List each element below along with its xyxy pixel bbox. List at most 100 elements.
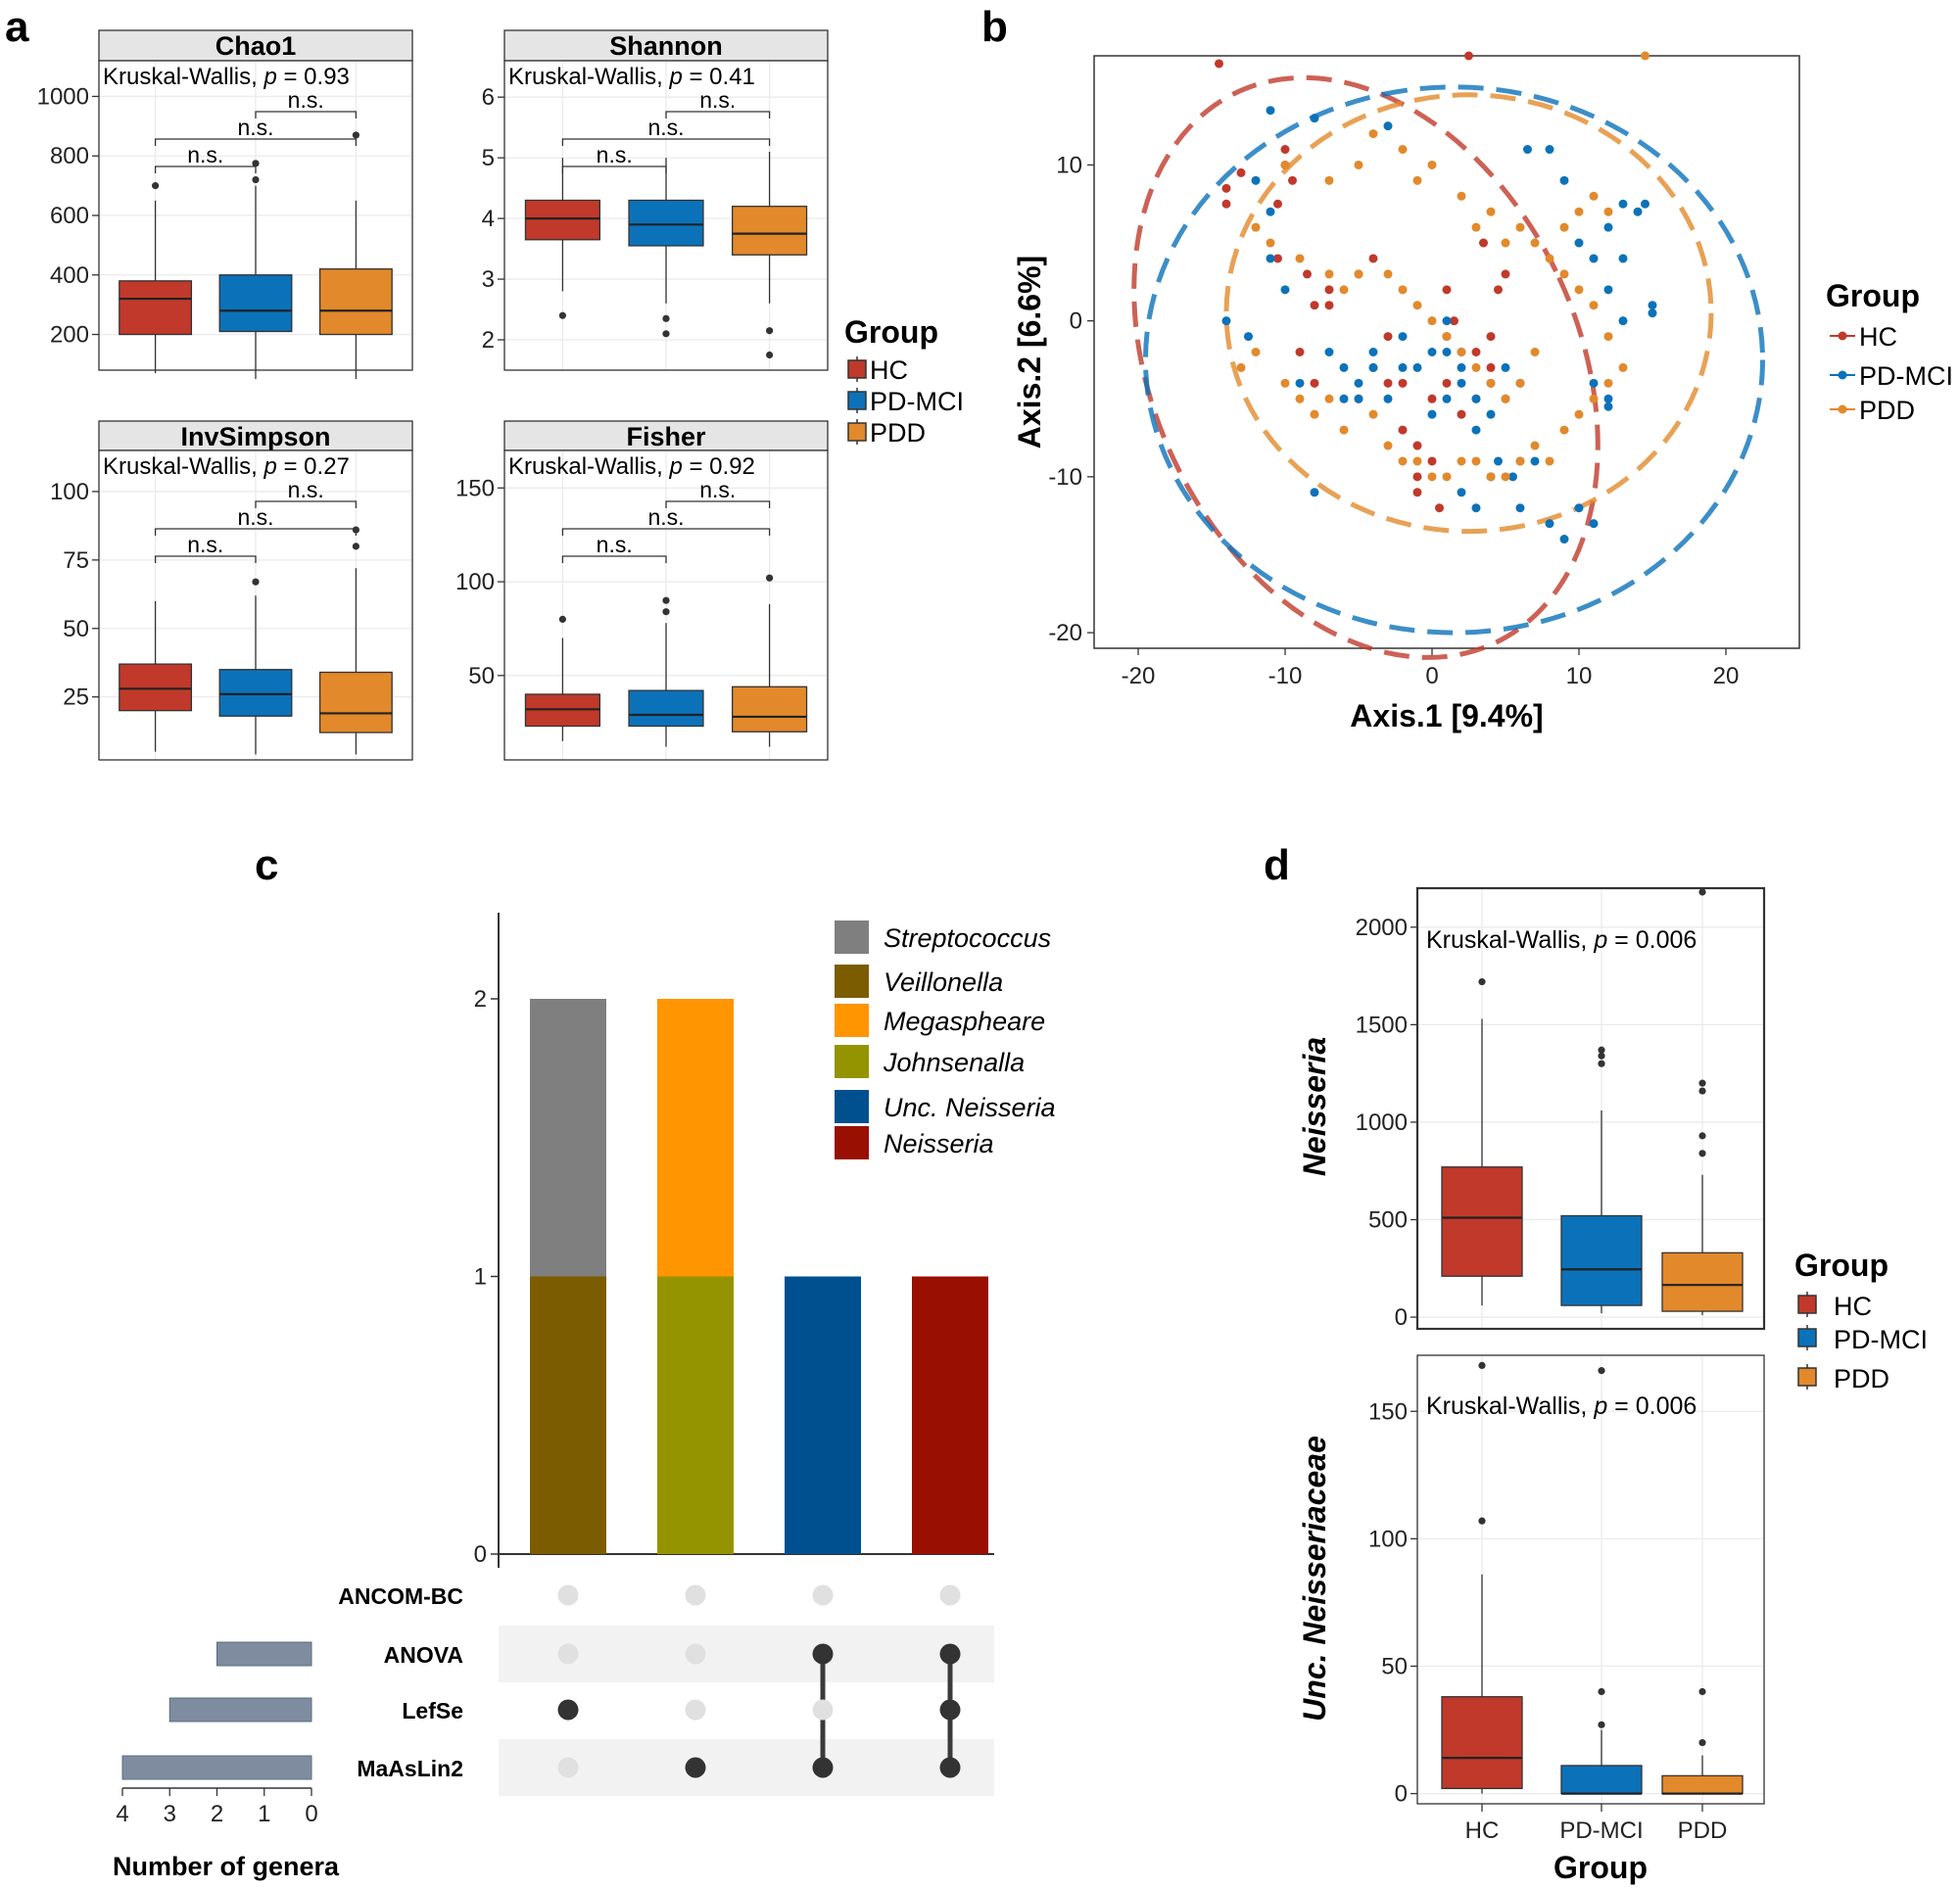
pcoa-point-pd-mci-44 (1603, 394, 1613, 403)
set-size-tick-label-4: 0 (305, 1801, 317, 1827)
facet-fisher-ytick-label-0: 50 (468, 663, 495, 689)
pcoa-point-hc-13 (1310, 378, 1319, 388)
pcoa-point-pdd-48 (1589, 394, 1599, 403)
facet-chao1-bracket-1 (154, 138, 358, 146)
pcoa-point-pdd-60 (1603, 207, 1613, 216)
pcoa-point-pdd-13 (1251, 222, 1261, 232)
genus-legend-key-megaspheare (835, 1004, 869, 1037)
facet-invsimpson-plot-border (98, 449, 413, 761)
unc-neisseriaceae-box-hc (1441, 1696, 1523, 1790)
facet-invsimpson-bracket-1 (154, 528, 358, 536)
genus-legend-key-johnsenalla (835, 1045, 869, 1078)
upset-bar-0-streptococcus (530, 999, 606, 1277)
group-xtick-label-0: HC (1465, 1817, 1500, 1844)
panel-label-c: c (255, 841, 278, 889)
neisseria-panel: 0 500 1000 1500 2000 Kruskal-Wallis, p = 0.00… (1297, 886, 1766, 1331)
pcoa-point-pd-mci-15 (1412, 362, 1422, 372)
pcoa-point-hc-38 (1273, 199, 1282, 209)
facet-shannon-box-hc (524, 199, 601, 241)
neisseria-outlier-pd-mci-0 (1598, 1060, 1605, 1067)
upset-bar-0-veillonella (530, 1276, 606, 1554)
facet-chao1-box-hc (119, 280, 193, 336)
upset-dot-3-anova (939, 1643, 961, 1665)
upset-set-label-lefse: LefSe (402, 1698, 463, 1723)
unc-neisseriaceae-outlier-hc-1 (1478, 1361, 1486, 1370)
facet-shannon-sig-label-0: n.s. (597, 142, 633, 167)
pcoa-point-hc-11 (1310, 301, 1319, 310)
unc-neisseriaceae-outlier-pdd-1 (1698, 1687, 1706, 1696)
pcoa-point-pd-mci-9 (1324, 348, 1334, 356)
set-size-tick-label-1: 3 (164, 1801, 176, 1827)
facet-shannon-ytick-label-3: 5 (482, 145, 495, 171)
pcoa-point-pd-mci-52 (1383, 394, 1393, 403)
pcoa-point-pd-mci-31 (1574, 503, 1584, 513)
panel-a-alpha-diversity: Chao1 200 400 600 800 1000 Kruskal-Wallis, p =… (37, 29, 829, 761)
pcoa-point-pd-mci-54 (1442, 394, 1452, 403)
set-size-axis-title: Number of genera (113, 1852, 340, 1881)
facet-invsimpson-box-pdd (318, 671, 393, 733)
upset-bar-2-unc-neisseria (785, 1276, 861, 1554)
pcoa-point-pd-mci-6 (1244, 332, 1253, 342)
pcoa-point-pdd-38 (1442, 472, 1452, 482)
pcoa-point-pd-mci-61 (1589, 519, 1599, 529)
facet-chao1-stat-label: Kruskal-Wallis, (103, 64, 263, 90)
pcoa-point-pd-mci-63 (1545, 145, 1554, 155)
unc-neisseriaceae-stat-label: Kruskal-Wallis, (1426, 1392, 1594, 1420)
facet-fisher-box-pd-mci (628, 689, 704, 728)
pcoa-point-hc-33 (1427, 456, 1437, 466)
pcoa-point-pd-mci-18 (1457, 362, 1466, 372)
pcoa-point-pdd-42 (1501, 472, 1510, 482)
set-size-tick-label-2: 2 (211, 1801, 223, 1827)
pcoa-point-pdd-4 (1368, 129, 1378, 139)
genus-legend-label-veillonella: Veillonella (884, 968, 1003, 997)
panel-label-b: b (981, 3, 1008, 51)
pcoa-point-pdd-54 (1559, 269, 1569, 279)
legend-b-item-pdd: PDD (1859, 396, 1915, 425)
pcoa-point-pd-mci-32 (1310, 488, 1319, 497)
genus-legend-key-veillonella (835, 965, 869, 998)
pcoa-point-pdd-52 (1589, 301, 1599, 310)
neisseria-outlier-pdd-1 (1698, 1132, 1706, 1140)
pcoa-point-hc-25 (1442, 378, 1452, 388)
panel-b-pcoa: -20 -10 0 10 20 -20 -10 0 10 Axis.1 [9.4%] Axis.2 … (1012, 51, 1800, 733)
pcoa-point-pdd-64 (1530, 348, 1540, 356)
pcoa-point-pd-mci-37 (1574, 238, 1584, 248)
genus-legend-key-streptococcus (835, 920, 869, 954)
facet-chao1-ytick-label-4: 1000 (37, 83, 89, 110)
upset-dot-2-maaslin2 (812, 1757, 834, 1778)
pcoa-point-pd-mci-2 (1383, 121, 1393, 131)
pcoa-xtick-label-1: -10 (1268, 663, 1303, 689)
pcoa-xtick-label-3: 10 (1566, 663, 1593, 689)
facet-invsimpson-outlier-pdd-0 (352, 543, 359, 550)
facet-chao1-sig-label-0: n.s. (187, 142, 223, 167)
unc-neisseriaceae-stat-text: Kruskal-Wallis, p = 0.006 (1426, 1392, 1697, 1420)
facet-chao1-stat-value: = 0.93 (277, 64, 350, 90)
genus-legend-label-megaspheare: Megaspheare (884, 1007, 1045, 1036)
facet-fisher-title: Fisher (626, 422, 706, 451)
pcoa-x-axis-title: Axis.1 [9.4%] (1350, 698, 1543, 733)
pcoa-point-pdd-57 (1559, 222, 1569, 232)
pcoa-point-pdd-46 (1559, 425, 1569, 435)
facet-shannon-ytick-label-2: 4 (482, 206, 495, 232)
upset-dot-1-maaslin2 (685, 1757, 706, 1778)
unc-neisseriaceae-outlier-hc-0 (1478, 1517, 1486, 1525)
facet-shannon-sig-label-1: n.s. (647, 115, 684, 140)
neisseria-box-pd-mci (1560, 1214, 1643, 1306)
pcoa-point-pd-mci-13 (1368, 362, 1378, 372)
pcoa-point-pdd-24 (1457, 348, 1466, 356)
upset-dot-3-lefse (939, 1699, 961, 1721)
pcoa-point-hc-1 (1464, 51, 1473, 61)
legend-b-key-hc (1838, 331, 1847, 341)
facet-chao1-outlier-pd-mci-0 (252, 175, 260, 184)
facet-shannon-stat-label: Kruskal-Wallis, (508, 64, 669, 90)
upset-dot-2-anova (812, 1643, 834, 1665)
facet-invsimpson-ytick-label-0: 25 (63, 684, 89, 711)
pcoa-point-pdd-20 (1398, 285, 1408, 295)
genus-legend-label-unc-neisseria: Unc. Neisseria (884, 1093, 1056, 1122)
pcoa-point-hc-41 (1435, 503, 1444, 513)
pcoa-point-hc-16 (1383, 332, 1393, 342)
facet-invsimpson-bracket-2 (255, 500, 358, 508)
genus-legend-label-neisseria: Neisseria (884, 1129, 994, 1158)
pcoa-point-pd-mci-7 (1266, 254, 1275, 263)
